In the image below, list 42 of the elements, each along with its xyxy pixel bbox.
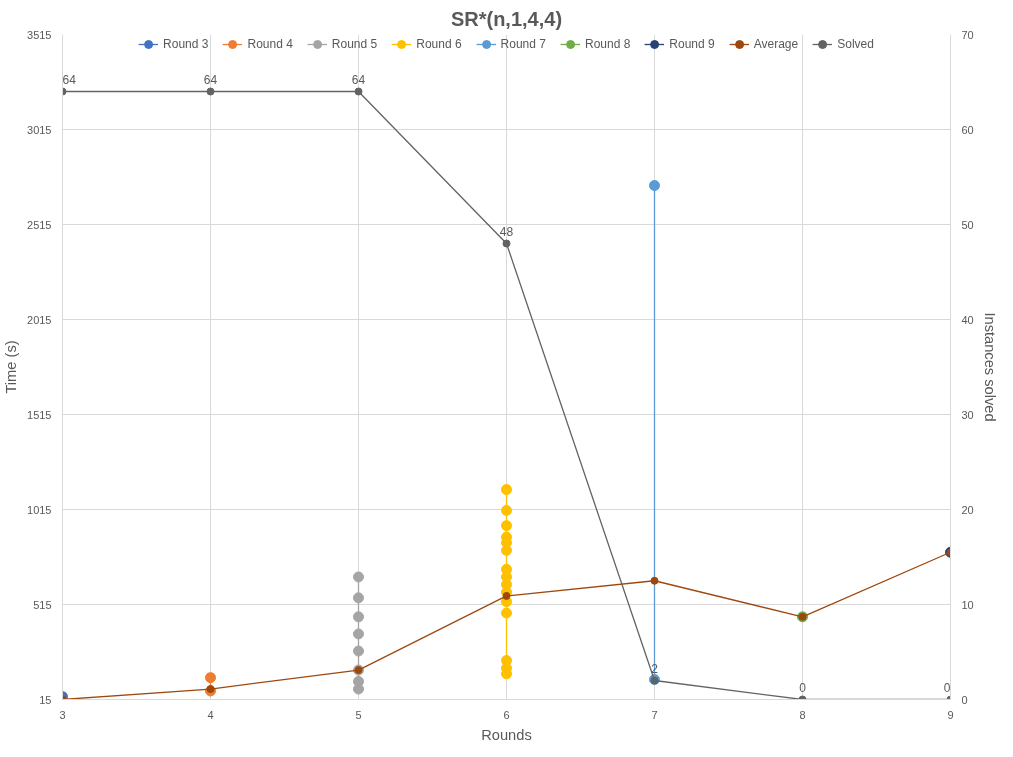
data-label: 64 [203, 72, 218, 87]
data-label: 48 [499, 224, 514, 239]
legend-label: Round 4 [247, 37, 293, 51]
x-tick-label: 8 [799, 708, 806, 721]
data-label: 0 [943, 680, 951, 695]
y2-tick-label: 40 [961, 313, 974, 326]
legend-label: Round 7 [500, 37, 546, 51]
x-tick-label: 9 [947, 708, 954, 721]
data-label: 64 [351, 72, 366, 87]
y2-axis-title: Instances solved [981, 312, 998, 422]
y-tick-label: 1515 [27, 408, 52, 421]
y-tick-label: 515 [33, 598, 52, 611]
x-tick-label: 5 [355, 708, 362, 721]
x-axis-title: Rounds [481, 726, 532, 743]
y-tick-label: 1015 [27, 503, 52, 516]
x-tick-label: 6 [503, 708, 510, 721]
y2-tick-label: 50 [961, 218, 974, 231]
y-tick-label: 3015 [27, 123, 52, 136]
data-label: 0 [799, 680, 807, 695]
x-tick-label: 7 [651, 708, 658, 721]
legend-label: Round 9 [669, 37, 715, 51]
x-tick-label: 3 [59, 708, 66, 721]
legend-label: Round 5 [331, 37, 378, 51]
legend-label: Average [753, 37, 799, 51]
data-label: 64 [62, 72, 77, 87]
y2-tick-label: 0 [961, 693, 968, 706]
legend-label: Round 6 [416, 37, 462, 51]
y-tick-label: 2015 [27, 313, 52, 326]
y2-tick-label: 60 [961, 123, 974, 136]
legend-label: Round 3 [163, 37, 209, 51]
y-tick-label: 3515 [27, 28, 52, 41]
x-tick-label: 4 [207, 708, 214, 721]
legend-label: Round 8 [584, 37, 631, 51]
y2-tick-label: 20 [961, 503, 974, 516]
chart-title: SR*(n,1,4,4) [450, 7, 563, 30]
y-tick-label: 2515 [27, 218, 52, 231]
y-axis-title: Time (s) [3, 340, 20, 394]
y2-tick-label: 70 [961, 28, 974, 41]
y2-tick-label: 30 [961, 408, 974, 421]
y-tick-label: 15 [39, 693, 52, 706]
legend-label: Solved [837, 37, 874, 51]
y2-tick-label: 10 [961, 598, 974, 611]
